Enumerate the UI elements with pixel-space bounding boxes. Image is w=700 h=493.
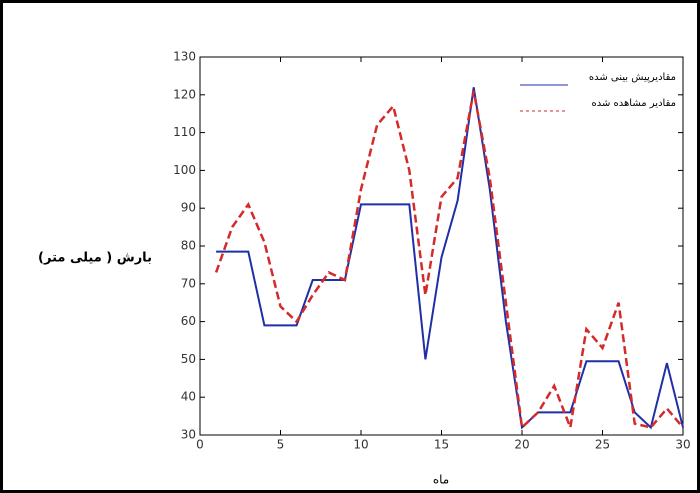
legend-label: مقادیر مشاهده شده <box>591 98 676 109</box>
y-tick-label: 80 <box>181 239 196 253</box>
x-tick-label: 5 <box>277 438 285 452</box>
x-tick-label: 20 <box>514 438 529 452</box>
y-tick-label: 130 <box>173 50 196 64</box>
x-tick-label: 10 <box>353 438 368 452</box>
y-tick-label: 50 <box>181 352 196 366</box>
y-tick-label: 40 <box>181 390 196 404</box>
y-tick-label: 120 <box>173 87 196 101</box>
x-axis-label: ماه <box>433 473 449 487</box>
y-tick-label: 60 <box>181 314 196 328</box>
y-tick-label: 30 <box>181 428 196 442</box>
x-tick-label: 0 <box>196 438 204 452</box>
x-tick-label: 15 <box>434 438 449 452</box>
series-line <box>214 90 684 433</box>
x-tick-label: 25 <box>595 438 610 452</box>
y-tick-label: 100 <box>173 163 196 177</box>
y-tick-label: 110 <box>173 125 196 139</box>
y-axis-label: بارش ( میلی متر) <box>38 251 152 266</box>
y-tick-label: 70 <box>181 276 196 290</box>
x-tick-label: 30 <box>675 438 690 452</box>
y-tick-label: 90 <box>181 201 196 215</box>
series-line <box>216 87 684 430</box>
legend-label: مقادیرپیش بینی شده <box>589 72 676 83</box>
